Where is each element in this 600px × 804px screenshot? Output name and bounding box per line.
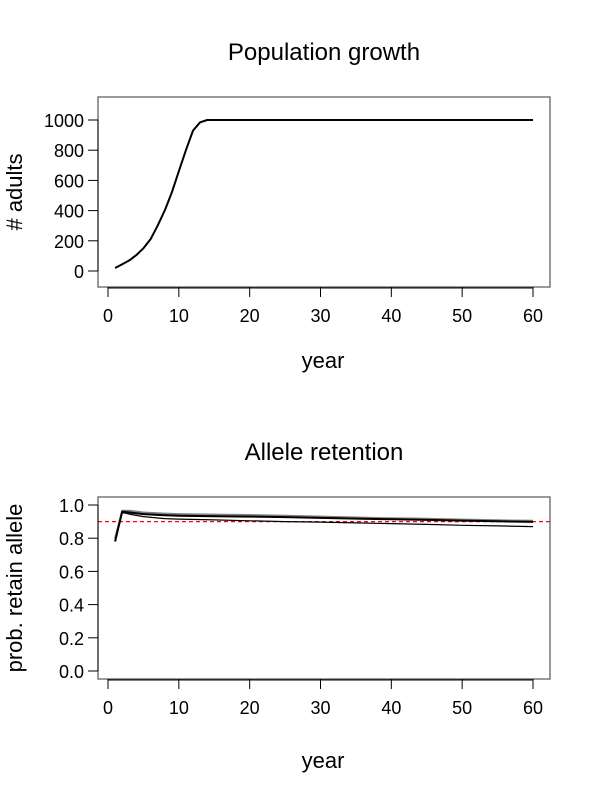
series-line-adults [114, 119, 533, 269]
y-tick-label: 0.6 [59, 562, 84, 582]
x-axis: 0 10 20 30 40 50 60 [103, 679, 543, 718]
x-tick-label: 60 [523, 698, 543, 718]
x-tick-label: 10 [169, 306, 189, 326]
y-tick-label: 0.0 [59, 662, 84, 682]
x-tick-label: 60 [523, 306, 543, 326]
y-tick-label: 600 [54, 171, 84, 191]
population-growth-panel: Population growth 0 10 20 30 40 50 60 year 0 200 40… [2, 39, 551, 373]
x-axis-label: year [302, 748, 345, 773]
y-tick-label: 0.8 [59, 529, 84, 549]
y-axis-label: # adults [2, 153, 27, 230]
x-axis-label: year [302, 348, 345, 373]
series-line-mean [114, 510, 534, 542]
y-axis-label: prob. retain allele [2, 504, 27, 673]
x-tick-label: 20 [240, 698, 260, 718]
x-tick-label: 20 [240, 306, 260, 326]
plot-box [97, 496, 551, 680]
x-tick-label: 40 [381, 698, 401, 718]
y-tick-label: 400 [54, 202, 84, 222]
x-tick-label: 50 [452, 698, 472, 718]
series-line-lower [114, 511, 534, 541]
y-axis: 0.0 0.2 0.4 0.6 0.8 1.0 [59, 496, 99, 682]
plot-box [97, 96, 551, 288]
x-axis: 0 10 20 30 40 50 60 [103, 287, 543, 326]
x-tick-label: 10 [169, 698, 189, 718]
chart-title: Allele retention [245, 439, 404, 466]
y-tick-label: 800 [54, 141, 84, 161]
y-axis: 0 200 400 600 800 1000 [44, 111, 99, 282]
x-tick-label: 30 [310, 698, 330, 718]
y-tick-label: 200 [54, 232, 84, 252]
series-line-upper [114, 509, 534, 539]
x-tick-label: 40 [381, 306, 401, 326]
chart-title: Population growth [228, 39, 420, 66]
y-tick-label: 0 [74, 262, 84, 282]
x-tick-label: 0 [103, 698, 113, 718]
x-tick-label: 30 [310, 306, 330, 326]
x-tick-label: 0 [103, 306, 113, 326]
y-tick-label: 1000 [44, 111, 84, 131]
x-tick-label: 50 [452, 306, 472, 326]
y-tick-label: 0.2 [59, 629, 84, 649]
y-tick-label: 1.0 [59, 496, 84, 516]
y-tick-label: 0.4 [59, 596, 84, 616]
